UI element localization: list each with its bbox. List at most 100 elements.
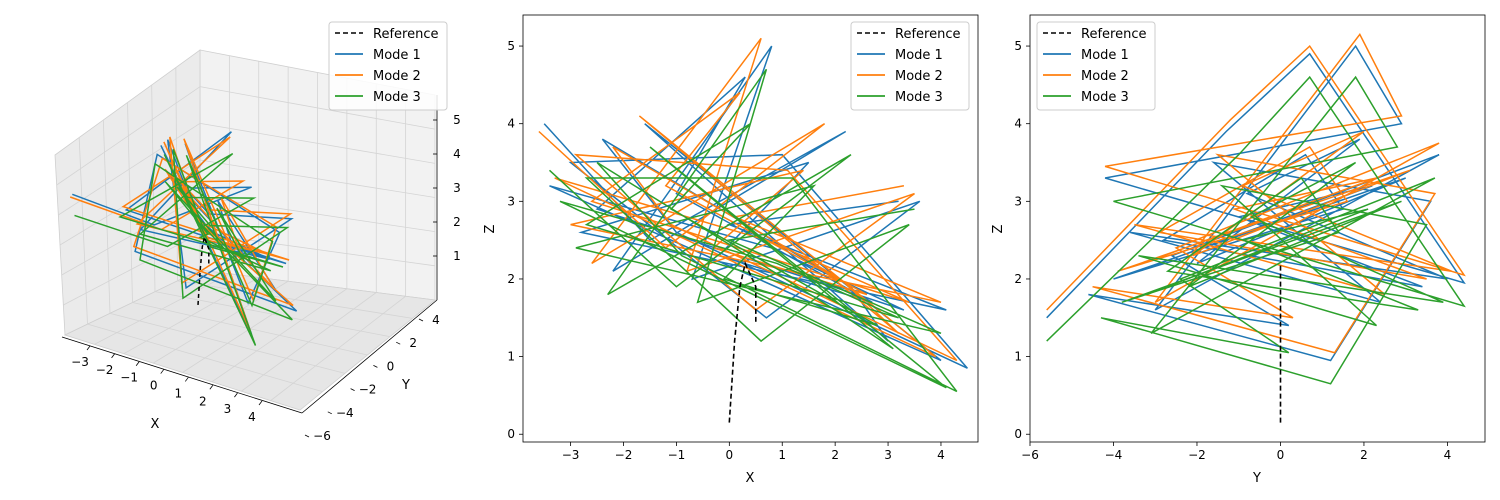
x-axis-label-3d: X [151, 417, 160, 432]
yz-y-tick-label: 2 [1014, 272, 1022, 286]
grid-line [199, 159, 436, 198]
z-tick-label-3d: 5 [453, 113, 461, 127]
x-tick-label-3d: −3 [71, 355, 89, 369]
xz-x-tick-label: 2 [831, 448, 839, 462]
x-tick-label-3d: −2 [96, 363, 114, 377]
y-tick-label-3d: −4 [336, 406, 354, 420]
y-axis-label-3d: Y [401, 378, 410, 393]
legend-label-reference: Reference [373, 27, 438, 42]
x-axis-label-xz: X [746, 471, 755, 486]
yz-x-tick-label: 4 [1444, 448, 1452, 462]
yz-x-tick-label: −2 [1188, 448, 1206, 462]
x-tick-label-3d: −1 [120, 371, 138, 385]
legend-xz: Reference Mode 1 Mode 2 Mode 3 [850, 21, 970, 111]
3d-reference-line [197, 234, 210, 305]
yz-x-tick-label: −6 [1021, 448, 1039, 462]
plot-frame-yz [1029, 14, 1486, 443]
axes-xz: −3 −2 −1 0 1 2 3 4 0 1 2 3 4 5 [507, 39, 944, 462]
x-tick-3d [234, 392, 238, 398]
grid-line [78, 137, 88, 325]
y-tick-label-3d: 0 [387, 359, 395, 373]
series-3d [69, 131, 298, 346]
yz-series-mode-2-line [1046, 32, 1466, 354]
grid-line [199, 196, 436, 233]
yz-x-tick-label: −4 [1105, 448, 1123, 462]
3d-series-mode-3-line [74, 149, 293, 346]
x-axis-label-yz: Y [1252, 471, 1261, 486]
legend-label-mode-2: Mode 2 [373, 69, 421, 84]
x-tick-3d [258, 400, 263, 406]
y-axis-label-yz: Z [991, 224, 1006, 233]
x-tick-3d [135, 361, 140, 366]
xz-y-tick-label: 4 [507, 117, 515, 131]
legend-label-reference: Reference [1081, 27, 1146, 42]
z-tick-label-3d: 4 [453, 147, 461, 161]
x-tick-3d [111, 353, 115, 359]
panel-yz: −6 −4 −2 0 2 4 0 1 2 3 4 5 Y Z Reference Mode 1 Mod… [991, 14, 1486, 486]
xz-x-tick-label: −1 [668, 448, 686, 462]
grid-line [87, 323, 323, 393]
yz-y-tick-label: 0 [1014, 427, 1022, 441]
y-axis-label-xz: Z [483, 224, 498, 233]
x-tick-label-3d: 1 [174, 386, 182, 400]
x-tick-3d [209, 385, 214, 390]
x-tick-label-3d: 2 [199, 394, 207, 408]
z-tick-label-3d: 1 [453, 249, 461, 263]
xz-series-mode-2-line [538, 37, 958, 362]
yz-x-tick-label: 2 [1360, 448, 1368, 462]
xz-y-tick-label: 2 [507, 272, 515, 286]
xz-x-tick-label: −3 [562, 448, 580, 462]
yz-x-tick-label: 0 [1277, 448, 1285, 462]
xz-x-tick-label: 0 [726, 448, 734, 462]
xz-x-tick-label: 3 [884, 448, 892, 462]
legend-label-mode-2: Mode 2 [1081, 69, 1129, 84]
series-xz [538, 37, 968, 423]
legend-label-mode-3: Mode 3 [373, 90, 421, 105]
grid-line [199, 86, 436, 130]
yz-y-tick-label: 4 [1014, 117, 1022, 131]
y-tick-3d [396, 341, 401, 345]
y-tick-3d [350, 388, 355, 391]
y-tick-3d [418, 318, 424, 322]
xz-x-tick-label: 1 [778, 448, 786, 462]
x-axis-line [61, 336, 303, 414]
legend-label-mode-2: Mode 2 [895, 69, 943, 84]
y-tick-label-3d: −6 [313, 429, 331, 443]
x-tick-3d [184, 377, 189, 382]
xz-y-tick-label: 3 [507, 194, 515, 208]
z-tick-label-3d: 3 [453, 181, 461, 195]
legend-label-mode-1: Mode 1 [1081, 48, 1129, 63]
xz-y-tick-label: 1 [507, 350, 515, 364]
xz-y-tick-label: 0 [507, 427, 515, 441]
xz-reference-line [728, 260, 757, 423]
x-tick-label-3d: 4 [248, 410, 256, 424]
grid-line [199, 122, 436, 164]
y-axis-line [301, 299, 438, 414]
plot-frame-xz [522, 14, 979, 443]
grid-line [109, 312, 346, 374]
legend-label-mode-3: Mode 3 [1081, 90, 1129, 105]
grid-line [177, 280, 413, 319]
x-tick-3d [160, 369, 165, 374]
legend-label-mode-1: Mode 1 [373, 48, 421, 63]
xz-x-tick-label: 4 [937, 448, 945, 462]
yz-y-tick-label: 1 [1014, 350, 1022, 364]
legend-label-reference: Reference [895, 27, 960, 42]
y-tick-label-3d: 4 [432, 313, 440, 327]
legend-label-mode-1: Mode 1 [895, 48, 943, 63]
yz-series-mode-3-line [1046, 75, 1466, 385]
yz-y-tick-label: 3 [1014, 194, 1022, 208]
y-tick-3d [373, 365, 378, 368]
yz-y-tick-label: 5 [1014, 39, 1022, 53]
x-tick-label-3d: 0 [150, 379, 158, 393]
x-tick-label-3d: 3 [224, 402, 232, 416]
xz-series-mode-3-line [548, 68, 958, 393]
legend-label-mode-3: Mode 3 [895, 90, 943, 105]
grid-line [154, 291, 391, 338]
legend-3d: Reference Mode 1 Mode 2 Mode 3 [328, 21, 448, 111]
series-yz [1046, 32, 1466, 423]
panel-xz: −3 −2 −1 0 1 2 3 4 0 1 2 3 4 5 X Z Reference Mode 1 M… [483, 14, 979, 486]
